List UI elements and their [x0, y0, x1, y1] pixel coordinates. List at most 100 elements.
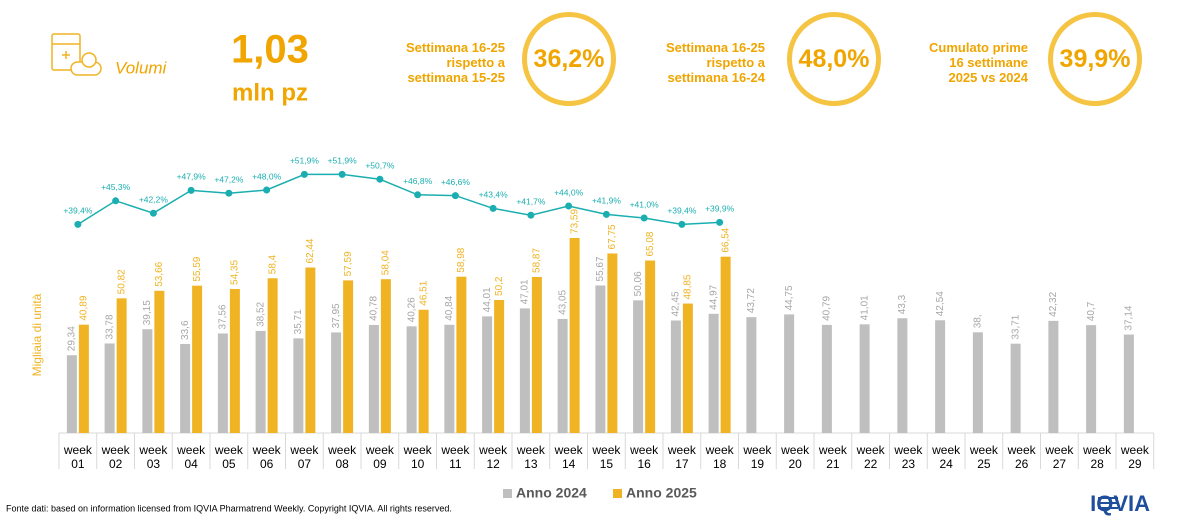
kpi-value: 48,0% [787, 12, 881, 106]
x-tick-label: week 25 [969, 443, 998, 471]
bar-value-label: 50,06 [633, 271, 644, 296]
x-tick-label: week 21 [818, 443, 847, 471]
x-tick-label: week 07 [290, 443, 319, 471]
x-tick-label: week 01 [63, 443, 92, 471]
bar-value-label: 40,79 [822, 295, 833, 320]
bar [569, 237, 580, 433]
x-tick-label: week 23 [894, 443, 923, 471]
x-tick-label: week 10 [403, 443, 432, 471]
bar [708, 313, 719, 433]
x-tick-label: week 19 [743, 443, 772, 471]
source-note: Fonte dati: based on information license… [6, 503, 452, 513]
x-tick-label: week 02 [101, 443, 130, 471]
line-value-label: +44,0% [554, 187, 584, 197]
bar-value-label: 40,7 [1086, 301, 1097, 321]
bar-value-label: 41,01 [859, 295, 870, 320]
bar [494, 299, 505, 433]
bar [154, 290, 165, 433]
bar-value-label: 40,84 [444, 295, 455, 320]
bar [595, 285, 606, 433]
kpi-label-line: 2025 vs 2024 [948, 70, 1028, 85]
bar-value-label: 66,54 [720, 227, 731, 252]
line-value-label: +43,4% [479, 190, 509, 200]
x-tick-label: week 04 [177, 443, 206, 471]
logo-mark [1098, 497, 1118, 509]
bar-value-label: 43,3 [897, 294, 908, 314]
bar-value-label: 62,44 [305, 238, 316, 263]
bar [1010, 343, 1021, 433]
line-value-label: +39,9% [705, 204, 735, 214]
bar [972, 332, 983, 433]
bar [607, 253, 618, 433]
x-tick-label: week 26 [1007, 443, 1036, 471]
bar [343, 280, 354, 433]
line-value-label: +39,4% [63, 206, 93, 216]
line-value-label: +41,7% [516, 196, 546, 206]
kpi-label-line: Settimana 16-25 [406, 40, 505, 55]
bar [331, 332, 342, 433]
x-tick-label: week 13 [516, 443, 545, 471]
x-tick-label: week 06 [252, 443, 281, 471]
bar-value-label: 57,59 [343, 251, 354, 276]
logo: IQVIA [1090, 491, 1150, 516]
line-value-label: +46,8% [403, 176, 433, 186]
bar [267, 278, 278, 433]
bar-value-label: 44,97 [708, 284, 719, 309]
bar-value-label: 33,6 [180, 320, 191, 340]
kpi-label-line: Cumulato prime [929, 40, 1028, 55]
bar-value-label: 73,59 [569, 209, 580, 234]
kpi-label-line: Settimana 16-25 [666, 40, 765, 55]
kpi-value: 39,9% [1048, 12, 1142, 106]
bar [180, 343, 191, 433]
line-value-label: +41,9% [592, 196, 622, 206]
bar [368, 324, 379, 433]
bar-value-label: 58,4 [267, 254, 278, 274]
bar [116, 298, 127, 433]
x-tick-label: week 08 [328, 443, 357, 471]
bar-value-label: 42,45 [671, 291, 682, 316]
x-tick-label: week 05 [214, 443, 243, 471]
bar [229, 288, 240, 433]
bar-value-label: 35,71 [293, 309, 304, 334]
x-tick-label: week 11 [441, 443, 470, 471]
bar [645, 260, 656, 433]
bar-value-label: 55,67 [595, 256, 606, 281]
legend-swatch [613, 489, 622, 498]
bar-value-label: 29,34 [67, 326, 78, 351]
bar [104, 343, 115, 433]
bar [192, 285, 203, 433]
line-value-label: +41,0% [630, 199, 660, 209]
legend-label: Anno 2024 [516, 485, 587, 501]
bar [859, 324, 870, 433]
line-value-label: +42,2% [139, 194, 169, 204]
bar-value-label: 55,59 [192, 256, 203, 281]
x-tick-label: week 17 [667, 443, 696, 471]
bar [444, 324, 455, 433]
bar-value-label: 42,32 [1048, 291, 1059, 316]
kpi-label-line: rispetto a [706, 55, 765, 70]
bar [821, 324, 832, 433]
bar [78, 324, 89, 433]
bar [531, 276, 542, 433]
line-value-label: +46,6% [441, 177, 471, 187]
bar-value-label: 39,15 [142, 300, 153, 325]
line-value-label: +39,4% [667, 206, 697, 216]
bar-value-label: 67,75 [607, 224, 618, 249]
bar [633, 300, 644, 433]
bar-value-label: 37,56 [218, 304, 229, 329]
bar [897, 318, 908, 433]
line-value-label: +47,2% [214, 174, 244, 184]
bar [682, 303, 693, 433]
x-tick-label: week 18 [705, 443, 734, 471]
bar-value-label: 40,78 [369, 295, 380, 320]
bar-value-label: 42,54 [935, 291, 946, 316]
legend-swatch [503, 489, 512, 498]
bar-value-label: 37,14 [1124, 305, 1135, 330]
kpi-label: Settimana 16-25 rispetto a settimana 16-24 [645, 40, 765, 85]
kpi-label-line: settimana 16-24 [667, 70, 765, 85]
bar-value-label: 33,78 [104, 314, 115, 339]
bar-value-label: 38,52 [255, 301, 266, 326]
bar-value-label: 38, [973, 314, 984, 328]
x-tick-label: week 28 [1083, 443, 1112, 471]
